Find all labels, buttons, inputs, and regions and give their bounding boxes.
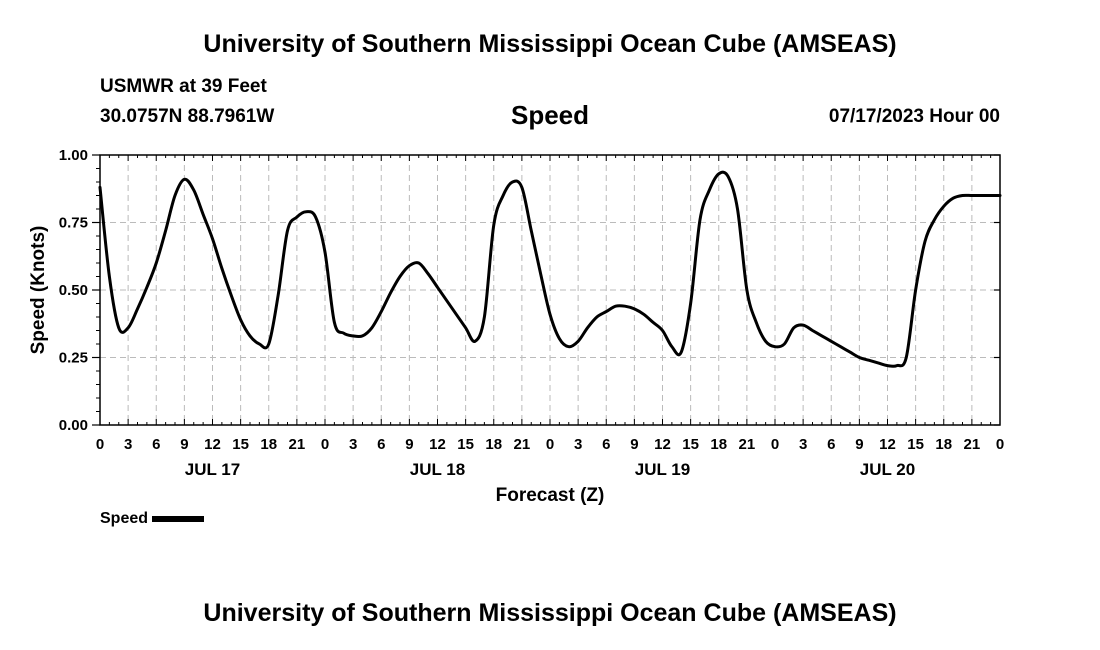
x-tick-label: 9 (630, 436, 638, 453)
day-label: JUL 19 (635, 460, 690, 479)
x-tick-label: 21 (289, 436, 306, 453)
x-tick-label: 3 (574, 436, 582, 453)
day-label: JUL 20 (860, 460, 915, 479)
x-tick-label: 6 (377, 436, 385, 453)
chart-footer-title: University of Southern Mississippi Ocean… (203, 599, 897, 627)
y-tick-label: 0.75 (59, 215, 88, 232)
forecast-datetime: 07/17/2023 Hour 00 (828, 106, 1000, 127)
chart-variable-title: Speed (510, 100, 590, 130)
x-tick-label: 0 (321, 436, 329, 453)
x-tick-label: 3 (349, 436, 357, 453)
x-tick-label: 0 (771, 436, 779, 453)
x-tick-label: 15 (907, 436, 924, 453)
x-tick-label: 21 (514, 436, 531, 453)
station-label: USMWR at 39 Feet (100, 76, 267, 97)
x-tick-label: 9 (855, 436, 863, 453)
x-tick-label: 15 (457, 436, 474, 453)
speed-series-line (98, 170, 1002, 368)
x-tick-label: 15 (232, 436, 249, 453)
legend-label: Speed (100, 510, 149, 527)
x-tick-label: 6 (602, 436, 610, 453)
chart-tick-labels: 0 3 6 9 12 15 18 21 0 3 6 9 12 15 18 21 0 3 6 9 12 15 18 21 0 3 6 9… (59, 147, 1004, 479)
x-tick-label: 0 (996, 436, 1004, 453)
x-tick-label: 6 (152, 436, 160, 453)
chart-legend: Speed (100, 510, 205, 530)
day-label: JUL 17 (185, 460, 240, 479)
x-tick-label: 0 (546, 436, 554, 453)
x-tick-label: 12 (879, 436, 896, 453)
x-tick-label: 9 (405, 436, 413, 453)
x-tick-label: 0 (96, 436, 104, 453)
x-tick-label: 12 (654, 436, 671, 453)
speed-chart: 0 3 6 9 12 15 18 21 0 3 6 9 12 15 18 21 0 3 6 9 12 15 18 21 0 3 6 9… (28, 147, 1004, 506)
legend-swatch (152, 516, 205, 522)
x-tick-label: 18 (935, 436, 952, 453)
y-tick-label: 0.25 (59, 350, 88, 367)
x-tick-label: 18 (710, 436, 727, 453)
y-tick-label: 0.50 (59, 282, 88, 299)
x-tick-label: 18 (485, 436, 502, 453)
x-tick-label: 12 (429, 436, 446, 453)
x-tick-label: 18 (260, 436, 277, 453)
x-axis-label: Forecast (Z) (496, 485, 605, 506)
x-tick-label: 6 (827, 436, 835, 453)
chart-main-title: University of Southern Mississippi Ocean… (203, 30, 897, 58)
day-label: JUL 18 (410, 460, 465, 479)
x-tick-label: 3 (124, 436, 132, 453)
x-tick-label: 15 (682, 436, 699, 453)
x-tick-label: 21 (739, 436, 756, 453)
y-tick-label: 0.00 (59, 417, 88, 434)
x-tick-label: 3 (799, 436, 807, 453)
coordinates-label: 30.0757N 88.7961W (100, 106, 275, 127)
chart-grid (100, 155, 1000, 425)
x-tick-label: 9 (180, 436, 188, 453)
x-tick-label: 12 (204, 436, 221, 453)
chart-series (98, 170, 1002, 368)
y-axis-label: Speed (Knots) (28, 226, 49, 355)
y-tick-label: 1.00 (59, 147, 88, 164)
plot-frame (99, 154, 1001, 426)
x-tick-label: 21 (964, 436, 981, 453)
